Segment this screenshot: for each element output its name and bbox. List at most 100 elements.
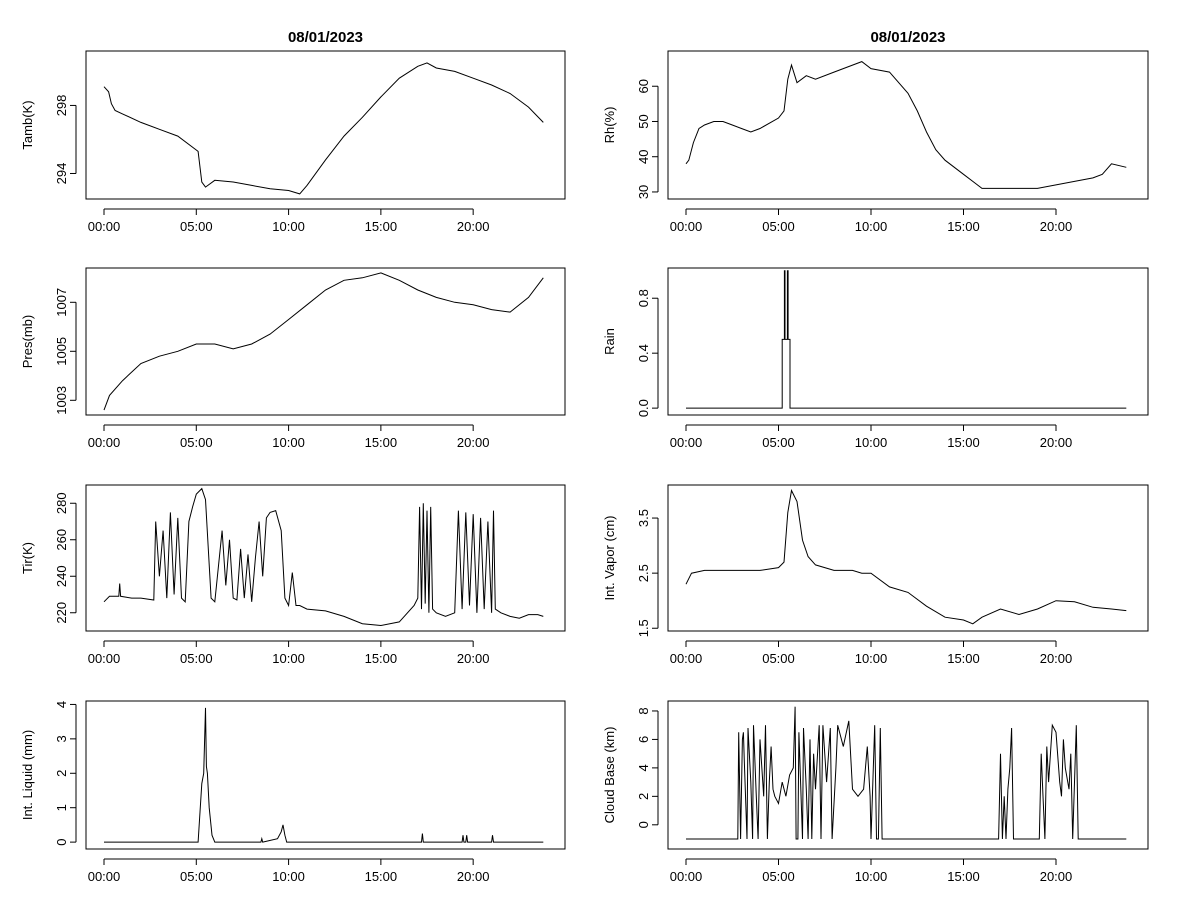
y-tick-label: 1.5 bbox=[636, 619, 651, 637]
y-axis-label: Tamb(K) bbox=[20, 100, 35, 149]
y-tick-label: 294 bbox=[54, 163, 69, 185]
data-line bbox=[103, 272, 544, 411]
x-tick-label: 00:00 bbox=[670, 651, 703, 666]
y-tick-label: 240 bbox=[54, 565, 69, 587]
x-tick-label: 15:00 bbox=[947, 869, 980, 884]
x-tick-label: 00:00 bbox=[670, 219, 703, 234]
y-axis-label: Rh(%) bbox=[602, 107, 617, 144]
y-tick-label: 3.5 bbox=[636, 509, 651, 527]
y-tick-label: 1003 bbox=[54, 386, 69, 415]
x-tick-label: 00:00 bbox=[88, 219, 121, 234]
panel-4: 00:00 05:00 10:00 15:00 20:00 0.0 0.4 0.8 Rain bbox=[602, 267, 1149, 450]
data-line bbox=[685, 488, 1127, 625]
y-tick-label: 1005 bbox=[54, 337, 69, 366]
x-tick-label: 00:00 bbox=[670, 435, 703, 450]
panel-8: 00:00 05:00 10:00 15:00 20:00 0 2 4 6 8 Cloud Base… bbox=[602, 700, 1149, 884]
y-tick-label: 4 bbox=[54, 701, 69, 708]
data-line bbox=[686, 270, 1127, 409]
y-tick-label: 30 bbox=[636, 185, 651, 199]
y-tick-label: 0.4 bbox=[636, 344, 651, 362]
y-tick-label: 4 bbox=[636, 764, 651, 771]
x-tick-label: 20:00 bbox=[457, 435, 490, 450]
data-line bbox=[103, 487, 544, 627]
x-tick-label: 15:00 bbox=[365, 651, 398, 666]
y-axis-label: Tir(K) bbox=[20, 542, 35, 574]
x-tick-label: 20:00 bbox=[457, 219, 490, 234]
y-tick-label: 0 bbox=[54, 838, 69, 845]
x-tick-label: 05:00 bbox=[180, 869, 213, 884]
x-tick-label: 15:00 bbox=[365, 435, 398, 450]
y-tick-label: 60 bbox=[636, 79, 651, 93]
chart-title: 08/01/2023 bbox=[288, 29, 363, 46]
y-axis-label: Int. Liquid (mm) bbox=[20, 730, 35, 820]
plot-frame bbox=[667, 50, 1149, 200]
panel-1: 00:00 05:00 10:00 15:00 20:00 294 298 Tamb(K) 08… bbox=[20, 29, 566, 234]
x-tick-label: 05:00 bbox=[762, 869, 795, 884]
plot-frame bbox=[85, 267, 566, 416]
panel-7: 00:00 05:00 10:00 15:00 20:00 0 1 2 3 4 Int. Liqui… bbox=[20, 700, 566, 884]
y-tick-label: 0.0 bbox=[636, 399, 651, 417]
x-tick-label: 00:00 bbox=[670, 869, 703, 884]
x-tick-label: 20:00 bbox=[1040, 219, 1073, 234]
plot-frame bbox=[85, 484, 566, 632]
x-tick-label: 05:00 bbox=[762, 435, 795, 450]
y-tick-label: 220 bbox=[54, 602, 69, 624]
panel-5: 00:00 05:00 10:00 15:00 20:00 220 240 260 280 Tir… bbox=[20, 484, 566, 666]
y-tick-label: 40 bbox=[636, 149, 651, 163]
y-tick-label: 1007 bbox=[54, 288, 69, 317]
data-line bbox=[686, 706, 1127, 840]
y-tick-label: 280 bbox=[54, 492, 69, 514]
x-tick-label: 10:00 bbox=[272, 435, 305, 450]
x-tick-label: 10:00 bbox=[272, 219, 305, 234]
x-tick-label: 15:00 bbox=[947, 435, 980, 450]
y-tick-label: 1 bbox=[54, 804, 69, 811]
x-tick-label: 00:00 bbox=[88, 435, 121, 450]
x-tick-label: 00:00 bbox=[88, 869, 121, 884]
panel-2: 00:00 05:00 10:00 15:00 20:00 30 40 50 60 Rh(%) 08… bbox=[602, 29, 1149, 234]
x-tick-label: 15:00 bbox=[365, 869, 398, 884]
x-tick-label: 10:00 bbox=[855, 651, 888, 666]
panel-3: 00:00 05:00 10:00 15:00 20:00 1003 1005 1007 Pre… bbox=[20, 267, 566, 450]
chart-title: 08/01/2023 bbox=[870, 29, 945, 46]
y-tick-label: 2.5 bbox=[636, 564, 651, 582]
x-tick-label: 05:00 bbox=[180, 219, 213, 234]
y-axis-label: Cloud Base (km) bbox=[602, 727, 617, 824]
y-tick-label: 3 bbox=[54, 735, 69, 742]
y-tick-label: 6 bbox=[636, 736, 651, 743]
x-tick-label: 05:00 bbox=[762, 651, 795, 666]
x-tick-label: 20:00 bbox=[1040, 651, 1073, 666]
x-tick-label: 05:00 bbox=[180, 435, 213, 450]
x-tick-label: 20:00 bbox=[1040, 869, 1073, 884]
x-tick-label: 15:00 bbox=[947, 651, 980, 666]
plot-frame bbox=[85, 50, 566, 200]
x-tick-label: 15:00 bbox=[947, 219, 980, 234]
x-tick-label: 20:00 bbox=[457, 869, 490, 884]
x-tick-label: 10:00 bbox=[855, 435, 888, 450]
x-tick-label: 10:00 bbox=[272, 869, 305, 884]
x-tick-label: 00:00 bbox=[88, 651, 121, 666]
plot-frame bbox=[85, 700, 566, 850]
data-line bbox=[104, 707, 544, 843]
y-tick-label: 0.8 bbox=[636, 289, 651, 307]
data-line bbox=[103, 62, 544, 195]
y-tick-label: 50 bbox=[636, 114, 651, 128]
y-tick-label: 2 bbox=[54, 770, 69, 777]
x-tick-label: 05:00 bbox=[180, 651, 213, 666]
plot-frame bbox=[667, 700, 1149, 850]
y-axis-label: Pres(mb) bbox=[20, 315, 35, 368]
x-tick-label: 10:00 bbox=[272, 651, 305, 666]
panel-6: 00:00 05:00 10:00 15:00 20:00 1.5 2.5 3.5 Int. V… bbox=[602, 484, 1149, 666]
y-tick-label: 260 bbox=[54, 529, 69, 551]
data-line bbox=[685, 61, 1127, 189]
y-tick-label: 2 bbox=[636, 793, 651, 800]
y-tick-label: 298 bbox=[54, 95, 69, 117]
y-tick-label: 8 bbox=[636, 707, 651, 714]
x-tick-label: 05:00 bbox=[762, 219, 795, 234]
y-tick-label: 0 bbox=[636, 821, 651, 828]
y-axis-label: Rain bbox=[602, 328, 617, 355]
x-tick-label: 15:00 bbox=[365, 219, 398, 234]
plot-frame bbox=[667, 267, 1149, 416]
y-axis-label: Int. Vapor (cm) bbox=[602, 515, 617, 600]
x-tick-label: 10:00 bbox=[855, 219, 888, 234]
